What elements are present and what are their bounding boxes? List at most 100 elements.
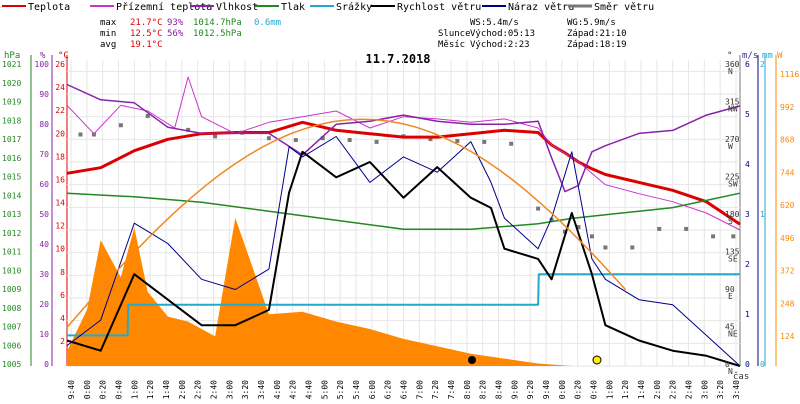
direction-marker [589, 234, 594, 239]
x-tick-label: 11:00 [130, 380, 139, 400]
series-line-3 [66, 192, 741, 230]
direction-name: S [728, 217, 733, 226]
x-tick-label: 22:00 [653, 380, 662, 400]
series-line-1 [66, 76, 741, 231]
direction-marker [266, 136, 271, 141]
humidity-tick: 100 [35, 60, 50, 69]
pressure-tick: 1009 [2, 285, 21, 294]
solar-area-path [67, 217, 740, 366]
pressure-tick: 1020 [2, 79, 21, 88]
stats-max-hum: 93% [167, 18, 184, 28]
solar-area [67, 217, 740, 366]
humidity-tick: 10 [39, 330, 49, 339]
pressure-tick: 1011 [2, 248, 21, 257]
pressure-tick: 1019 [2, 98, 21, 107]
stats-min-press: 1012.5hPa [193, 29, 242, 39]
temperature-tick: 8 [60, 268, 65, 277]
wind-speed-tick: 1 [745, 310, 750, 319]
direction-marker [630, 245, 635, 250]
pressure-tick: 1005 [2, 360, 21, 369]
x-tick-label: 23:00 [700, 380, 709, 400]
direction-tick: 180 [725, 210, 740, 219]
stats-max-label: max [100, 18, 117, 28]
x-tick-label: 13:40 [257, 380, 266, 400]
x-tick-label: 18:20 [479, 380, 488, 400]
humidity-tick: 40 [39, 240, 49, 249]
x-tick-label: 15:20 [336, 380, 345, 400]
pressure-tick: 1013 [2, 210, 21, 219]
wind-speed-tick: 0 [745, 360, 750, 369]
x-tick-label: 23:40 [732, 380, 741, 400]
solar-unit: W [777, 51, 783, 61]
temperature-tick: 2 [60, 337, 65, 346]
temperature-tick: 26 [55, 60, 65, 69]
wind-wg: WG:5.9m/s [567, 18, 616, 28]
solar-tick: 744 [780, 168, 795, 177]
x-tick-label: 20:40 [590, 380, 599, 400]
series-line-5 [66, 150, 741, 367]
x-tick-label: 11:20 [146, 380, 155, 400]
stats-block: max 21.7°C 93% 1014.7hPa 0.6mm min 12.5°… [100, 18, 281, 50]
x-tick-label: 15:00 [320, 380, 329, 400]
direction-marker [91, 132, 96, 137]
stats-avg-temp: 19.1°C [130, 40, 163, 50]
direction-tick: 0 [725, 360, 730, 369]
direction-tick: 225 [725, 173, 740, 182]
stats-min-hum: 56% [167, 29, 184, 39]
x-tick-label: 23:20 [716, 380, 725, 400]
stats-max-temp: 21.7°C [130, 18, 163, 28]
direction-marker [186, 127, 191, 132]
sun-marker [592, 355, 602, 365]
wind-direction-markers [78, 113, 736, 250]
direction-marker [78, 132, 83, 137]
x-tick-label: 14:40 [305, 380, 314, 400]
direction-tick: 360 [725, 60, 740, 69]
series-line-6 [66, 136, 741, 367]
x-tick-label: 12:40 [210, 380, 219, 400]
x-tick-label: 20:00 [558, 380, 567, 400]
pressure-tick: 1021 [2, 60, 21, 69]
solar-tick: 620 [780, 201, 795, 210]
sun-rise: Východ:05:13 [470, 29, 535, 39]
moon-set: Západ:18:19 [567, 40, 627, 50]
x-tick-label: 11:40 [162, 380, 171, 400]
wind-speed-tick: 3 [745, 210, 750, 219]
legend-label-wind-speed: Rychlost větru [397, 1, 481, 13]
pressure-tick: 1014 [2, 191, 21, 200]
x-tick-label: 20:20 [574, 380, 583, 400]
temperature-tick: 4 [60, 314, 65, 323]
stats-max-press: 1014.7hPa [193, 18, 242, 28]
x-tick-label: 21:40 [637, 380, 646, 400]
temperature-tick: 22 [55, 106, 65, 115]
humidity-tick: 0 [44, 360, 49, 369]
x-tick-label: 14:20 [289, 380, 298, 400]
humidity-unit: % [40, 51, 46, 61]
legend-label-temp: Teplota [28, 2, 70, 13]
rain-tick: 0 [760, 360, 765, 369]
sun-set: Západ:21:10 [567, 29, 627, 39]
direction-marker [145, 113, 150, 118]
temperature-unit: °C [58, 51, 69, 61]
x-tick-label: 12:00 [178, 380, 187, 400]
direction-marker [320, 136, 325, 141]
series-line-0 [66, 120, 741, 226]
direction-marker [536, 206, 541, 211]
direction-name: N [728, 67, 733, 76]
x-tick-label: 18:40 [495, 380, 504, 400]
rain-tick: 2 [760, 60, 765, 69]
direction-marker [347, 138, 352, 143]
solar-tick: 248 [780, 299, 795, 308]
x-tick-label: 21:00 [605, 380, 614, 400]
temperature-tick: 10 [55, 245, 65, 254]
pressure-tick: 1007 [2, 323, 21, 332]
legend-label-humidity: Vlhkost [216, 2, 258, 13]
x-tick-label: 13:20 [241, 380, 250, 400]
legend-label-pressure: Tlak [281, 2, 305, 13]
direction-name: SW [728, 180, 738, 189]
direction-name: W [728, 142, 733, 151]
axis-units: hPa % °C ° m/s mm W čas [4, 51, 783, 382]
humidity-tick: 80 [39, 120, 49, 129]
solar-tick: 992 [780, 103, 795, 112]
x-axis-label: čas [733, 371, 749, 382]
